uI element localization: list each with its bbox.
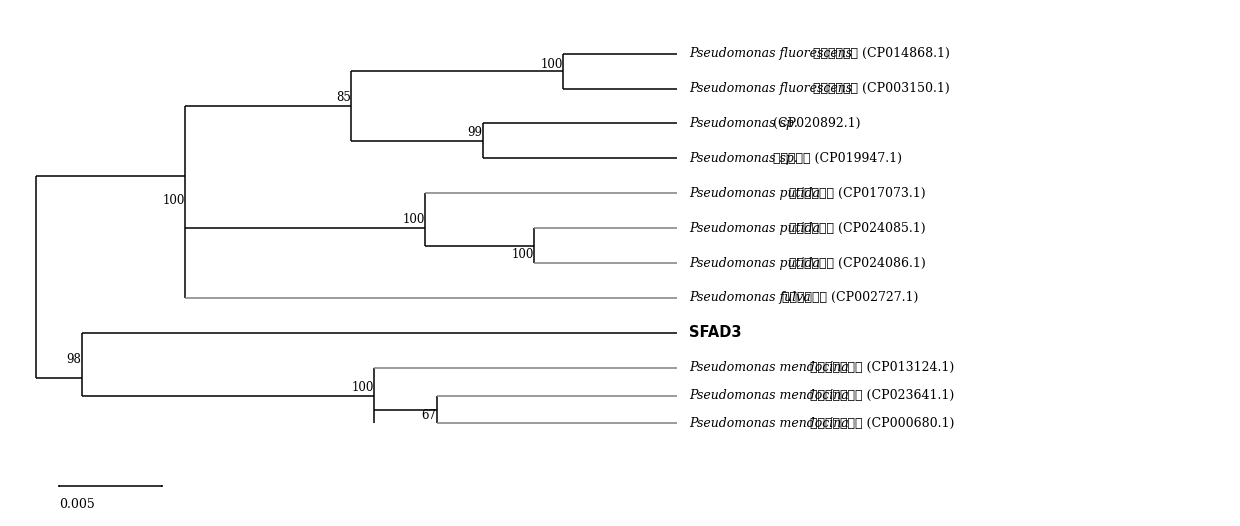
Text: 荧光假单胞菌 (CP014868.1): 荧光假单胞菌 (CP014868.1) — [808, 47, 950, 60]
Text: Pseudomonas sp.: Pseudomonas sp. — [688, 152, 797, 165]
Text: 100: 100 — [541, 58, 563, 71]
Text: 100: 100 — [162, 194, 185, 207]
Text: Pseudomonas putida: Pseudomonas putida — [688, 257, 820, 269]
Text: Pseudomonas mendocina: Pseudomonas mendocina — [688, 417, 848, 430]
Text: 85: 85 — [336, 92, 351, 104]
Text: 99: 99 — [467, 126, 482, 139]
Text: 67: 67 — [422, 409, 436, 422]
Text: Pseudomonas fulva: Pseudomonas fulva — [688, 291, 811, 305]
Text: Pseudomonas mendocina: Pseudomonas mendocina — [688, 361, 848, 374]
Text: 门多萨假单胞菌 (CP000680.1): 门多萨假单胞菌 (CP000680.1) — [806, 417, 955, 430]
Text: 0.005: 0.005 — [58, 499, 94, 511]
Text: SFAD3: SFAD3 — [688, 325, 742, 340]
Text: Pseudomonas fluorescens: Pseudomonas fluorescens — [688, 47, 852, 60]
Text: 门多萨假单胞菌 (CP013124.1): 门多萨假单胞菌 (CP013124.1) — [806, 361, 955, 374]
Text: Pseudomonas putida: Pseudomonas putida — [688, 221, 820, 235]
Text: 黄褐假单胞菌 (CP002727.1): 黄褐假单胞菌 (CP002727.1) — [779, 291, 919, 305]
Text: 恶臭假单胞菌 (CP017073.1): 恶臭假单胞菌 (CP017073.1) — [785, 187, 925, 200]
Text: (CP020892.1): (CP020892.1) — [769, 117, 861, 130]
Text: Pseudomonas fluorescens: Pseudomonas fluorescens — [688, 82, 852, 95]
Text: 门多萨假单胞菌 (CP023641.1): 门多萨假单胞菌 (CP023641.1) — [806, 389, 955, 402]
Text: 假单胞菌属 (CP019947.1): 假单胞菌属 (CP019947.1) — [769, 152, 901, 165]
Text: 98: 98 — [67, 353, 82, 366]
Text: 100: 100 — [512, 248, 534, 261]
Text: Pseudomonas sp.: Pseudomonas sp. — [688, 117, 797, 130]
Text: 荧光假单胞菌 (CP003150.1): 荧光假单胞菌 (CP003150.1) — [808, 82, 950, 95]
Text: 100: 100 — [403, 214, 425, 226]
Text: Pseudomonas putida: Pseudomonas putida — [688, 187, 820, 200]
Text: 100: 100 — [351, 381, 373, 394]
Text: 恶臭假单胞菌 (CP024086.1): 恶臭假单胞菌 (CP024086.1) — [785, 257, 926, 269]
Text: Pseudomonas mendocina: Pseudomonas mendocina — [688, 389, 848, 402]
Text: 恶臭假单胞菌 (CP024085.1): 恶臭假单胞菌 (CP024085.1) — [785, 221, 925, 235]
